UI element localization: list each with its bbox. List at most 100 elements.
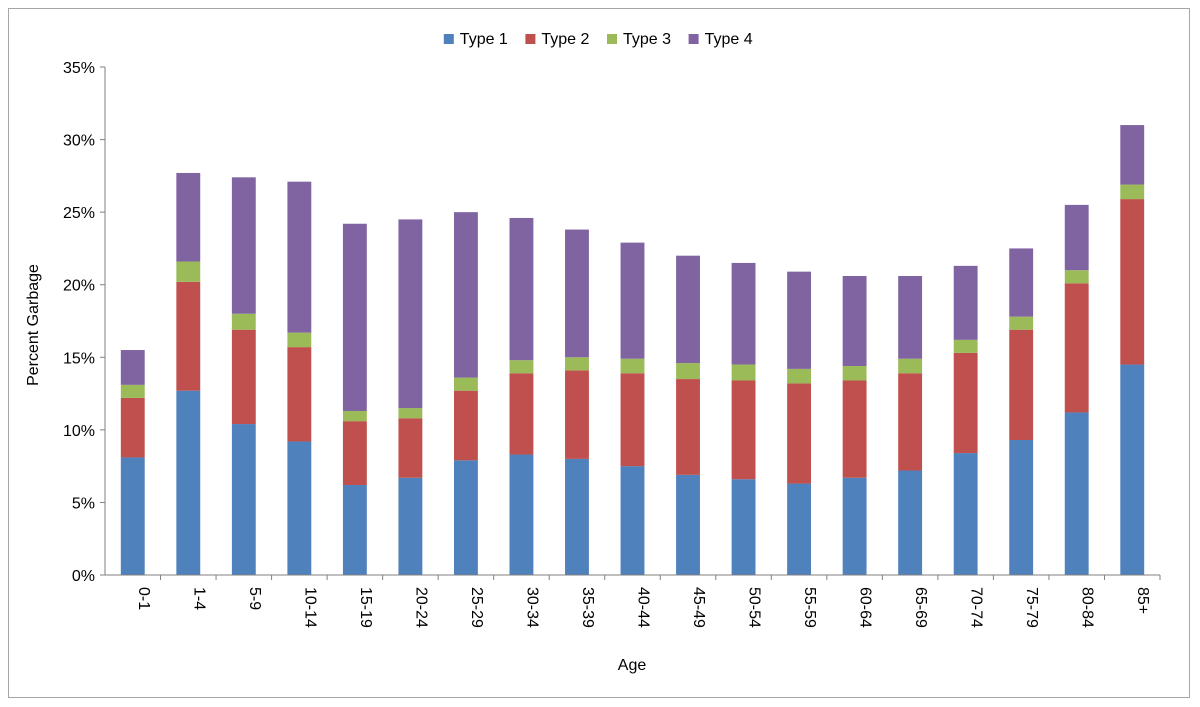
bar-segment-type-3	[453, 377, 478, 391]
bar-segment-type-3	[676, 363, 700, 380]
bar-segment-type-2	[676, 379, 700, 475]
x-tick-label: 70-74	[968, 587, 985, 628]
bar-segment-type-4	[287, 181, 312, 333]
bar-segment-type-2	[620, 373, 645, 467]
bar-segment-type-2	[842, 380, 867, 478]
bar-segment-type-3	[509, 360, 534, 374]
bar-segment-type-1	[453, 460, 478, 575]
bar-segment-type-3	[620, 358, 645, 374]
bar-segment-type-4	[342, 223, 367, 411]
bar-segment-type-2	[176, 281, 201, 391]
bar-segment-type-4	[731, 262, 756, 365]
y-tick-label: 25%	[63, 205, 95, 222]
bar-segment-type-2	[398, 418, 423, 478]
bar-segment-type-1	[231, 424, 256, 575]
bar-segment-type-1	[731, 479, 756, 575]
y-axis-ticks: 0% 5% 10% 15% 20% 25% 30% 35%	[63, 60, 105, 585]
bar-segment-type-2	[1120, 199, 1145, 365]
bar-segment-type-4	[842, 276, 867, 366]
x-tick-label: 1-4	[190, 587, 207, 610]
bar-segment-type-1	[176, 390, 201, 575]
bar-segment-type-1	[398, 477, 423, 575]
x-tick-label: 55-59	[801, 587, 818, 628]
bar-segment-type-3	[120, 384, 145, 398]
bar-segment-type-1	[620, 466, 645, 575]
bar-segment-type-3	[1064, 270, 1089, 284]
bar-segment-type-4	[509, 217, 534, 361]
bar-segment-type-1	[1064, 412, 1089, 575]
x-tick-label: 40-44	[635, 587, 652, 628]
x-tick-label: 15-19	[357, 587, 374, 628]
bar-segment-type-4	[953, 265, 978, 340]
bar-segment-type-4	[620, 242, 645, 359]
x-tick-label: 25-29	[468, 587, 485, 628]
bar-segment-type-3	[1120, 184, 1145, 200]
bars	[120, 125, 1145, 575]
bar-segment-type-3	[287, 332, 312, 348]
y-tick-label: 35%	[63, 60, 95, 77]
bar-segment-type-3	[898, 358, 923, 374]
bar-segment-type-4	[1009, 248, 1034, 317]
bar-segment-type-4	[231, 177, 256, 314]
x-tick-label: 5-9	[246, 587, 263, 610]
bar-segment-type-3	[342, 410, 367, 422]
x-tick-label: 20-24	[412, 587, 429, 628]
bar-segment-type-3	[842, 365, 867, 381]
y-tick-label: 15%	[63, 350, 95, 367]
x-tick-label: 45-49	[690, 587, 707, 628]
bar-segment-type-2	[120, 397, 145, 458]
bar-segment-type-4	[787, 271, 812, 369]
bar-segment-type-2	[231, 329, 256, 425]
bar-segment-type-2	[509, 373, 534, 455]
bar-segment-type-4	[676, 255, 700, 364]
bar-segment-type-2	[1064, 283, 1089, 413]
y-tick-label: 5%	[72, 495, 95, 512]
bar-segment-type-1	[342, 485, 367, 575]
legend-swatch	[525, 34, 536, 44]
bar-segment-type-1	[287, 441, 312, 575]
x-tick-label: 35-39	[579, 587, 596, 628]
y-tick-label: 20%	[63, 278, 95, 295]
bar-segment-type-3	[787, 368, 812, 384]
x-axis-title: Age	[618, 657, 647, 674]
bar-segment-type-2	[1009, 329, 1034, 441]
bar-segment-type-3	[953, 339, 978, 353]
bar-segment-type-2	[953, 352, 978, 454]
x-tick-label: 10-14	[301, 587, 318, 628]
x-tick-label: 30-34	[523, 587, 540, 628]
y-tick-label: 30%	[63, 133, 95, 150]
legend: Type 1 Type 2 Type 3 Type 4	[443, 31, 753, 48]
x-tick-label: 50-54	[746, 587, 763, 628]
legend-swatch	[443, 34, 454, 44]
bar-segment-type-3	[231, 313, 256, 330]
bar-segment-type-2	[342, 421, 367, 486]
y-tick-label: 0%	[72, 568, 95, 585]
bar-segment-type-4	[453, 212, 478, 378]
bar-segment-type-1	[120, 457, 145, 575]
bar-segment-type-4	[120, 350, 145, 385]
chart-frame	[8, 8, 1190, 698]
bar-segment-type-3	[1009, 316, 1034, 330]
bar-segment-type-4	[398, 219, 423, 409]
legend-swatch	[607, 34, 617, 44]
bar-segment-type-4	[565, 229, 589, 358]
bar-segment-type-3	[398, 408, 423, 419]
bar-segment-type-1	[565, 458, 589, 575]
bar-segment-type-1	[842, 477, 867, 575]
legend-label: Type 4	[705, 31, 753, 48]
bar-segment-type-1	[1009, 440, 1034, 575]
bar-segment-type-4	[1064, 204, 1089, 271]
bar-segment-type-1	[1120, 364, 1145, 575]
x-tick-label: 65-69	[912, 587, 929, 628]
bar-segment-type-2	[453, 390, 478, 461]
legend-label: Type 3	[623, 31, 671, 48]
bar-segment-type-1	[509, 454, 534, 575]
y-axis-title: Percent Garbage	[25, 264, 42, 386]
legend-label: Type 2	[541, 31, 589, 48]
bar-segment-type-3	[731, 364, 756, 381]
legend-swatch	[688, 34, 699, 44]
x-tick-label: 85+	[1134, 587, 1151, 614]
x-tick-label: 60-64	[857, 587, 874, 628]
x-tick-label: 0-1	[135, 587, 152, 610]
